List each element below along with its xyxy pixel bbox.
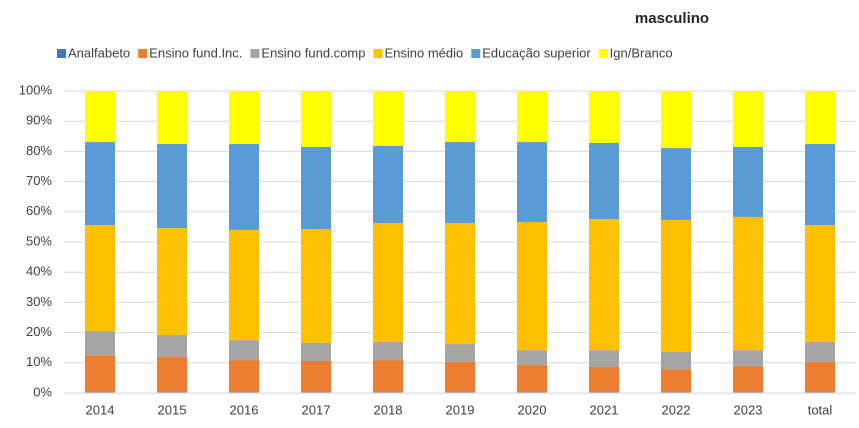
bar-segment bbox=[589, 91, 619, 143]
y-tick-label: 0% bbox=[33, 384, 52, 399]
x-tick-label: 2020 bbox=[518, 402, 547, 417]
bar-segment bbox=[445, 91, 475, 143]
bar-segment bbox=[661, 219, 691, 352]
legend-swatch bbox=[373, 49, 383, 58]
legend-label: Ensino fund.comp bbox=[261, 45, 365, 60]
bar-segment bbox=[805, 143, 835, 226]
bar-segment bbox=[301, 360, 331, 393]
x-tick-label: 2015 bbox=[158, 402, 187, 417]
x-tick-label: 2019 bbox=[446, 402, 475, 417]
bar-segment bbox=[661, 91, 691, 149]
y-tick-label: 80% bbox=[26, 143, 52, 158]
bar-segment bbox=[229, 143, 259, 230]
y-tick-label: 60% bbox=[26, 203, 52, 218]
bar-segment bbox=[661, 351, 691, 370]
bar-segment bbox=[373, 145, 403, 223]
chart-title: masculino bbox=[635, 10, 709, 27]
x-tick-label: 2018 bbox=[374, 402, 403, 417]
bar-segment bbox=[301, 229, 331, 343]
bar-segment bbox=[445, 344, 475, 362]
bar-segment bbox=[373, 222, 403, 342]
bar-segment bbox=[229, 340, 259, 361]
x-tick-label: 2017 bbox=[302, 402, 331, 417]
y-tick-label: 50% bbox=[26, 233, 52, 248]
bar-segment bbox=[373, 91, 403, 146]
bar-segment bbox=[445, 142, 475, 223]
bar-segment bbox=[733, 146, 763, 217]
y-tick-label: 70% bbox=[26, 173, 52, 188]
bar-segment bbox=[589, 350, 619, 368]
legend-label: Educação superior bbox=[482, 45, 591, 60]
bar-segment bbox=[589, 367, 619, 393]
bar-segment bbox=[157, 91, 187, 144]
bar-segment bbox=[589, 142, 619, 220]
bar-segment bbox=[517, 222, 547, 351]
y-tick-label: 100% bbox=[19, 82, 53, 97]
legend-swatch bbox=[138, 49, 148, 58]
x-tick-label: 2023 bbox=[734, 402, 763, 417]
y-tick-label: 20% bbox=[26, 324, 52, 339]
bar-segment bbox=[805, 225, 835, 342]
bar-segment bbox=[85, 355, 115, 393]
bar-segment bbox=[661, 369, 691, 393]
bar-segment bbox=[157, 357, 187, 393]
bar-segment bbox=[517, 142, 547, 223]
bar-segment bbox=[157, 228, 187, 336]
bar-segment bbox=[85, 225, 115, 332]
y-tick-label: 40% bbox=[26, 264, 52, 279]
bar-segment bbox=[85, 331, 115, 356]
bar-segment bbox=[373, 360, 403, 393]
bar-segment bbox=[517, 91, 547, 143]
bar-segment bbox=[445, 222, 475, 345]
bar-segment bbox=[733, 350, 763, 367]
x-tick-label: total bbox=[808, 402, 833, 417]
bar-segment bbox=[229, 229, 259, 341]
bar-segment bbox=[301, 91, 331, 147]
bar-segment bbox=[805, 341, 835, 362]
y-tick-label: 10% bbox=[26, 354, 52, 369]
bar-segment bbox=[85, 142, 115, 226]
bar-segment bbox=[229, 91, 259, 144]
y-tick-label: 90% bbox=[26, 113, 52, 128]
bar-segment bbox=[733, 216, 763, 351]
legend-label: Ensino médio bbox=[384, 45, 463, 60]
bar-segment bbox=[805, 91, 835, 144]
bar-segment bbox=[157, 335, 187, 358]
bar-segment bbox=[157, 143, 187, 229]
legend-swatch bbox=[598, 49, 608, 58]
bar-segment bbox=[229, 360, 259, 393]
bar-segment bbox=[85, 91, 115, 143]
bar-segment bbox=[517, 350, 547, 365]
x-tick-label: 2022 bbox=[662, 402, 691, 417]
y-tick-label: 30% bbox=[26, 294, 52, 309]
legend-swatch bbox=[471, 49, 481, 58]
legend-label: Ign/Branco bbox=[610, 45, 673, 60]
bar-segment bbox=[805, 361, 835, 393]
bar-segment bbox=[301, 342, 331, 361]
bar-segment bbox=[733, 91, 763, 147]
legend-swatch bbox=[57, 49, 66, 58]
bar-segment bbox=[733, 366, 763, 393]
bar-segment bbox=[517, 364, 547, 393]
legend-label: Ensino fund.Inc. bbox=[149, 45, 242, 60]
legend-label: Analfabeto bbox=[68, 45, 130, 60]
x-tick-label: 2014 bbox=[86, 402, 115, 417]
legend-swatch bbox=[250, 49, 260, 58]
bar-segment bbox=[373, 341, 403, 361]
bar-segment bbox=[661, 148, 691, 220]
x-tick-label: 2021 bbox=[590, 402, 619, 417]
bar-segment bbox=[301, 146, 331, 230]
x-tick-label: 2016 bbox=[230, 402, 259, 417]
bar-segment bbox=[589, 219, 619, 351]
bar-segment bbox=[445, 361, 475, 393]
